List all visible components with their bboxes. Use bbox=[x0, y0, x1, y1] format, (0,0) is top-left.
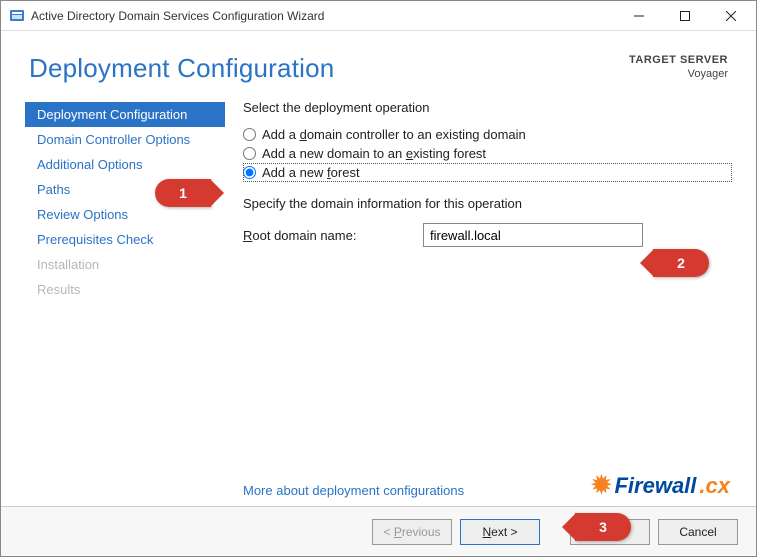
sidebar-item-deployment-configuration[interactable]: Deployment Configuration bbox=[25, 102, 225, 127]
radio-existing-domain[interactable]: Add a domain controller to an existing d… bbox=[243, 125, 732, 144]
sidebar-item-domain-controller-options[interactable]: Domain Controller Options bbox=[25, 127, 225, 152]
sidebar-item-review-options[interactable]: Review Options bbox=[25, 202, 225, 227]
maximize-button[interactable] bbox=[662, 1, 708, 31]
radio-existing-forest[interactable]: Add a new domain to an existing forest bbox=[243, 144, 732, 163]
wizard-footer: < Previous Next > Install Cancel bbox=[1, 506, 756, 556]
cancel-button[interactable]: Cancel bbox=[658, 519, 738, 545]
flame-icon: ✹ bbox=[591, 471, 611, 500]
radio-existing-forest-input[interactable] bbox=[243, 147, 256, 160]
page-title: Deployment Configuration bbox=[29, 53, 629, 84]
app-icon bbox=[9, 8, 25, 24]
main-panel: Select the deployment operation Add a do… bbox=[225, 100, 732, 506]
next-button[interactable]: Next > bbox=[460, 519, 540, 545]
minimize-button[interactable] bbox=[616, 1, 662, 31]
sidebar-item-installation: Installation bbox=[25, 252, 225, 277]
radio-new-forest-input[interactable] bbox=[243, 166, 256, 179]
more-link[interactable]: More about deployment configurations bbox=[243, 483, 464, 498]
select-operation-label: Select the deployment operation bbox=[243, 100, 732, 115]
radio-new-forest[interactable]: Add a new forest bbox=[243, 163, 732, 182]
sidebar-item-prerequisites-check[interactable]: Prerequisites Check bbox=[25, 227, 225, 252]
watermark: ✹ Firewall.cx bbox=[591, 471, 730, 500]
root-domain-input[interactable] bbox=[423, 223, 643, 247]
previous-button: < Previous bbox=[372, 519, 452, 545]
sidebar-item-additional-options[interactable]: Additional Options bbox=[25, 152, 225, 177]
select-operation-section: Select the deployment operation Add a do… bbox=[243, 100, 732, 182]
window-title: Active Directory Domain Services Configu… bbox=[31, 9, 324, 23]
sidebar-item-results: Results bbox=[25, 277, 225, 302]
install-button: Install bbox=[570, 519, 650, 545]
target-server-value: Voyager bbox=[629, 67, 728, 81]
header: Deployment Configuration TARGET SERVER V… bbox=[1, 31, 756, 92]
domain-info-section: Specify the domain information for this … bbox=[243, 196, 732, 247]
specify-label: Specify the domain information for this … bbox=[243, 196, 732, 211]
wizard-sidebar: Deployment Configuration Domain Controll… bbox=[25, 100, 225, 506]
titlebar: Active Directory Domain Services Configu… bbox=[1, 1, 756, 31]
root-domain-label: Root domain name: bbox=[243, 228, 423, 243]
sidebar-item-paths[interactable]: Paths bbox=[25, 177, 225, 202]
radio-existing-domain-input[interactable] bbox=[243, 128, 256, 141]
target-server-block: TARGET SERVER Voyager bbox=[629, 53, 728, 84]
close-button[interactable] bbox=[708, 1, 754, 31]
target-server-label: TARGET SERVER bbox=[629, 53, 728, 67]
